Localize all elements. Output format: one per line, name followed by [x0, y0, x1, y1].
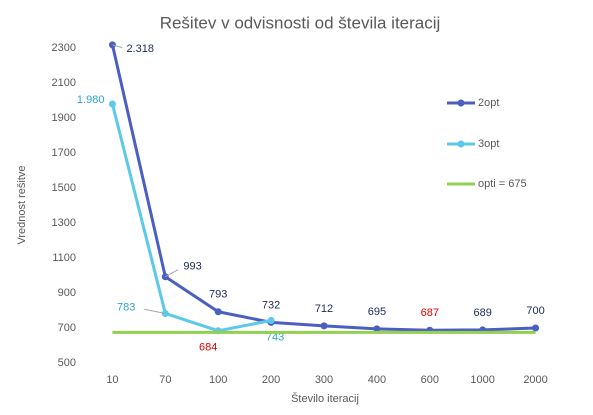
- data-point: [532, 324, 540, 332]
- data-label: 732: [262, 299, 280, 311]
- data-label: 793: [209, 289, 227, 301]
- x-tick-label: 10: [106, 374, 118, 386]
- x-tick-label: 600: [421, 374, 439, 386]
- data-label: 689: [473, 307, 491, 319]
- data-label: 712: [315, 303, 333, 315]
- x-tick-label: 300: [315, 374, 333, 386]
- data-point: [373, 325, 381, 333]
- y-tick-label: 1500: [52, 182, 76, 194]
- y-tick-label: 1300: [52, 217, 76, 229]
- legend-label: 3opt: [478, 138, 499, 150]
- legend-marker: [457, 140, 465, 148]
- data-label: 684: [199, 342, 217, 354]
- data-point: [108, 100, 116, 108]
- x-tick-label: 70: [159, 374, 171, 386]
- y-tick-label: 700: [58, 322, 76, 334]
- chart-title: Rešitev v odvisnosti od števila iteracij: [160, 13, 441, 32]
- data-label: 700: [526, 305, 544, 317]
- data-label: 783: [117, 301, 135, 313]
- x-tick-label: 2000: [523, 374, 547, 386]
- data-label: 695: [368, 306, 386, 318]
- x-tick-label: 400: [368, 374, 386, 386]
- data-label: 2.318: [126, 43, 154, 55]
- y-tick-label: 1900: [52, 112, 76, 124]
- data-label: 993: [183, 261, 201, 273]
- legend-label: opti = 675: [478, 178, 527, 190]
- data-point: [320, 322, 328, 330]
- leader-line: [144, 308, 166, 314]
- data-point: [267, 316, 275, 324]
- x-tick-label: 200: [262, 374, 280, 386]
- data-label: 1.980: [77, 94, 105, 106]
- series-line: [110, 103, 272, 333]
- y-tick-label: 1700: [52, 147, 76, 159]
- y-tick-label: 900: [58, 287, 76, 299]
- leader-line: [112, 44, 123, 49]
- data-label: 743: [266, 331, 284, 343]
- y-tick-label: 2300: [52, 42, 76, 54]
- x-tick-label: 100: [209, 374, 227, 386]
- x-axis-label: Število iteracij: [291, 392, 359, 405]
- y-axis-label: Vrednost rešitve: [16, 165, 28, 244]
- data-point: [214, 308, 222, 316]
- data-label: 687: [421, 307, 439, 319]
- legend-marker: [457, 99, 465, 107]
- legend-label: 2opt: [478, 97, 499, 109]
- y-tick-label: 500: [58, 357, 76, 369]
- y-tick-label: 1100: [52, 252, 76, 264]
- leader-line: [165, 269, 179, 278]
- y-tick-label: 2100: [52, 77, 76, 89]
- x-tick-label: 1000: [470, 374, 494, 386]
